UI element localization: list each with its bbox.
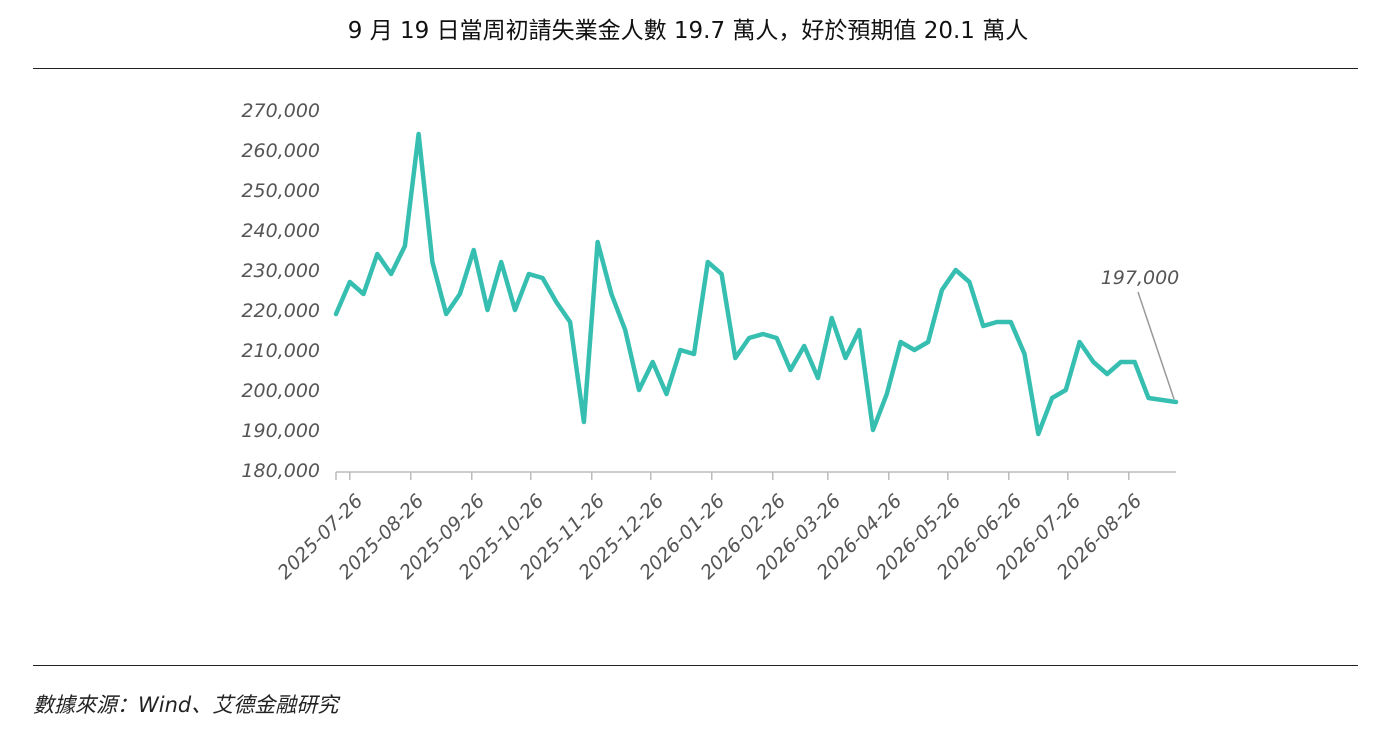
y-tick-label: 230,000	[241, 260, 320, 282]
data-point	[747, 336, 751, 340]
data-point	[871, 428, 875, 432]
annotation-label: 197,000	[1101, 267, 1180, 289]
data-point	[651, 360, 655, 364]
data-point	[1105, 372, 1109, 376]
data-point	[334, 312, 338, 316]
data-point	[540, 276, 544, 280]
y-tick-label: 240,000	[241, 220, 320, 242]
data-point	[609, 292, 613, 296]
data-point	[458, 292, 462, 296]
data-point	[816, 376, 820, 380]
y-tick-label: 210,000	[241, 340, 320, 362]
data-point	[1077, 340, 1081, 344]
data-point	[389, 272, 393, 276]
data-point	[499, 260, 503, 264]
data-point	[981, 324, 985, 328]
data-point	[416, 132, 420, 136]
data-point	[403, 244, 407, 248]
series-line	[333, 131, 1179, 437]
data-point	[802, 344, 806, 348]
data-point	[761, 332, 765, 336]
data-point	[788, 368, 792, 372]
bottom-divider	[33, 665, 1358, 666]
data-point	[595, 240, 599, 244]
data-point	[1133, 360, 1137, 364]
data-point	[554, 300, 558, 304]
data-point	[940, 288, 944, 292]
source-note: 數據來源：Wind、艾德金融研究	[33, 693, 339, 717]
data-point	[375, 252, 379, 256]
data-point	[733, 356, 737, 360]
y-tick-label: 190,000	[241, 420, 320, 442]
data-point	[1160, 398, 1164, 402]
data-point	[692, 352, 696, 356]
y-tick-label: 180,000	[241, 460, 320, 482]
data-point	[348, 280, 352, 284]
data-point	[623, 328, 627, 332]
data-point	[582, 420, 586, 424]
data-point	[1036, 432, 1040, 436]
data-point	[527, 272, 531, 276]
data-point	[637, 388, 641, 392]
data-point	[513, 308, 517, 312]
data-point	[1050, 396, 1054, 400]
data-point	[830, 316, 834, 320]
y-tick-label: 270,000	[241, 100, 320, 122]
data-point	[1064, 388, 1068, 392]
data-point	[1091, 360, 1095, 364]
data-point	[967, 280, 971, 284]
data-point	[485, 308, 489, 312]
data-point	[898, 340, 902, 344]
data-point	[719, 272, 723, 276]
data-point	[912, 348, 916, 352]
data-point	[444, 312, 448, 316]
data-point	[568, 320, 572, 324]
chart-title: 9 月 19 日當周初請失業金人數 19.7 萬人，好於預期值 20.1 萬人	[347, 18, 1029, 44]
data-point	[1119, 360, 1123, 364]
data-point	[361, 292, 365, 296]
data-point	[857, 328, 861, 332]
data-point	[954, 268, 958, 272]
y-tick-label: 200,000	[241, 380, 320, 402]
annotation-leader-line	[1137, 291, 1175, 400]
data-point	[472, 248, 476, 252]
data-point	[706, 260, 710, 264]
y-tick-label: 220,000	[241, 300, 320, 322]
data-point	[775, 336, 779, 340]
data-point	[1174, 400, 1178, 404]
data-point	[1146, 396, 1150, 400]
data-point	[1009, 320, 1013, 324]
data-point	[995, 320, 999, 324]
data-point	[843, 356, 847, 360]
y-tick-label: 250,000	[241, 180, 320, 202]
data-point	[885, 392, 889, 396]
top-divider	[33, 68, 1358, 69]
data-point	[926, 340, 930, 344]
data-point	[1022, 352, 1026, 356]
y-tick-label: 260,000	[241, 140, 320, 162]
data-point	[664, 392, 668, 396]
data-point	[430, 260, 434, 264]
data-point	[678, 348, 682, 352]
